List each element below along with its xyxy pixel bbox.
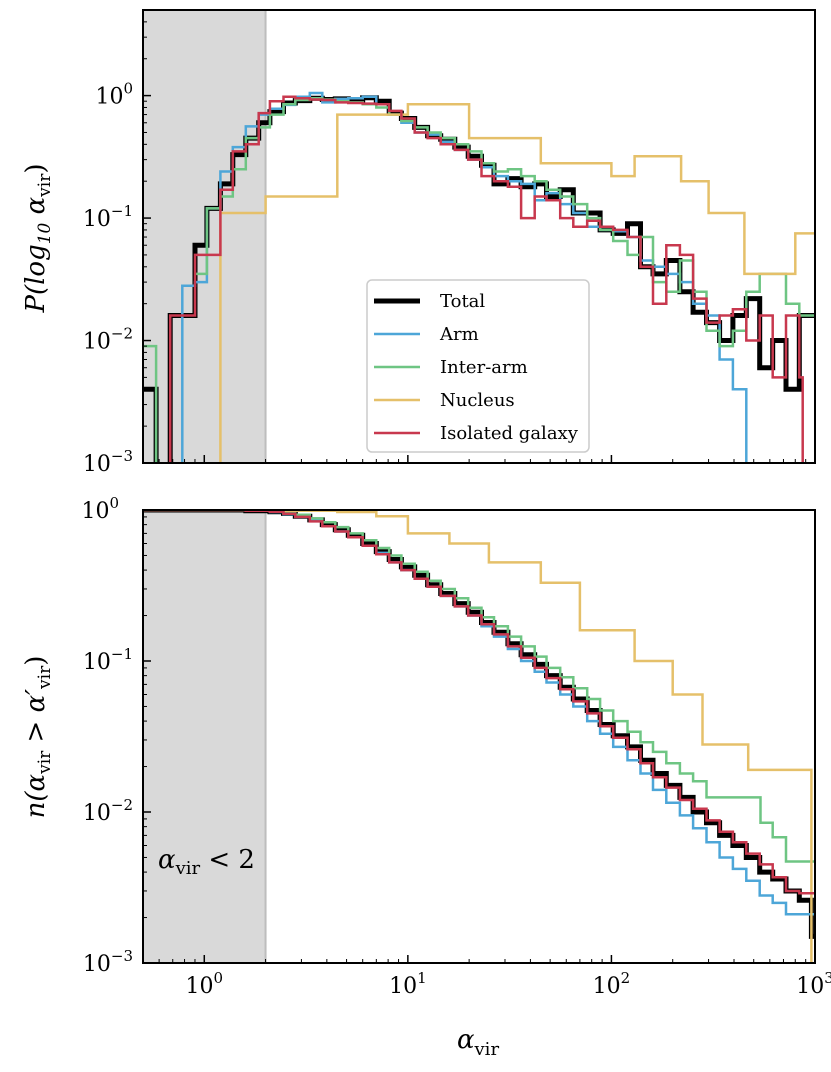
bottom-ticks: 100 101 102 103 10−3 10−2 10−1 100: [81, 494, 831, 999]
bot-series-isolated-galaxy: [143, 510, 815, 895]
top-series-isolated-galaxy: [168, 95, 804, 463]
bot-series-inter-arm: [143, 510, 815, 863]
top-y-tick-label: 10−1: [83, 202, 133, 232]
bot-y-tick-label: 10−1: [83, 645, 133, 675]
legend-label-isolated: Isolated galaxy: [440, 423, 579, 444]
top-series-inter-arm-part2: [195, 97, 815, 348]
legend-label-interarm: Inter-arm: [440, 357, 528, 378]
top-axes-frame: [142, 9, 816, 464]
bottom-axes-frame: [142, 509, 816, 964]
bottom-y-axis-label: n(αvir > α′vir): [21, 656, 55, 819]
top-series-nucleus: [219, 102, 815, 463]
legend-box: [366, 279, 590, 453]
x-tick-label: 100: [186, 969, 224, 999]
top-y-axis-label: P(log10 αvir): [21, 163, 55, 313]
legend-label-total: Total: [440, 291, 485, 312]
top-ticks: 10−3 10−2 10−1 100: [83, 9, 816, 477]
top-shaded-region: [143, 10, 266, 463]
bot-y-tick-label: 100: [81, 494, 119, 524]
legend: Total Arm Inter-arm Nucleus Isolated gal…: [366, 279, 590, 453]
top-series-inter-arm: [143, 344, 158, 463]
top-y-tick-label: 100: [95, 80, 133, 110]
x-axis-label: αvir: [457, 1025, 499, 1060]
legend-label-arm: Arm: [439, 324, 479, 345]
top-series-group: [143, 91, 815, 463]
bottom-panel: 100 101 102 103 10−3 10−2 10−1 100 αvir < 2 n(α…: [21, 494, 831, 1060]
bot-y-tick-label: 10−3: [83, 947, 133, 977]
shade-annotation: αvir < 2: [158, 845, 255, 879]
x-tick-label: 103: [796, 969, 831, 999]
top-y-tick-label: 10−3: [83, 447, 133, 477]
bot-y-tick-label: 10−2: [83, 796, 133, 826]
x-tick-label: 101: [389, 969, 427, 999]
bot-series-nucleus: [143, 510, 813, 963]
x-tick-label: 102: [593, 969, 631, 999]
legend-label-nucleus: Nucleus: [440, 390, 515, 411]
bottom-shaded-region: [143, 510, 266, 963]
top-panel: 10−3 10−2 10−1 100 Total Arm Inter-arm Nucl…: [21, 9, 816, 477]
top-y-tick-label: 10−2: [83, 325, 133, 355]
bottom-series-group: [143, 510, 815, 963]
